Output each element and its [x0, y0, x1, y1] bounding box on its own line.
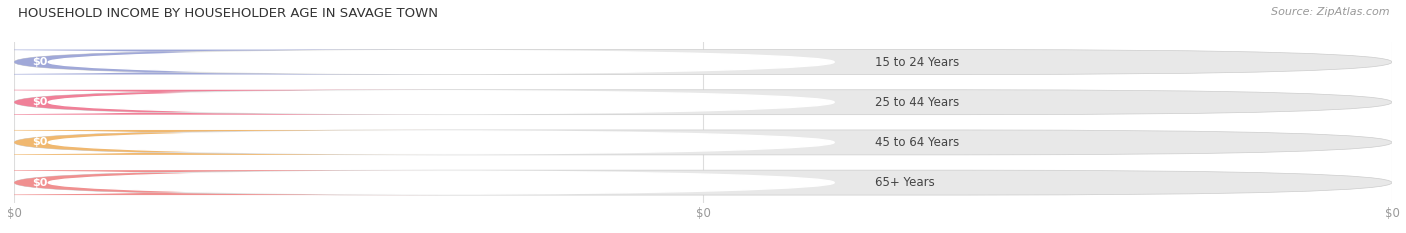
Text: $0: $0: [32, 57, 48, 67]
FancyBboxPatch shape: [14, 130, 1392, 155]
Text: Source: ZipAtlas.com: Source: ZipAtlas.com: [1271, 7, 1389, 17]
Text: 25 to 44 Years: 25 to 44 Years: [875, 96, 959, 109]
Circle shape: [48, 171, 834, 194]
Text: $0: $0: [32, 137, 48, 147]
FancyBboxPatch shape: [0, 90, 441, 115]
Text: $0: $0: [32, 97, 48, 107]
FancyBboxPatch shape: [14, 170, 1392, 195]
Circle shape: [48, 131, 834, 154]
Text: HOUSEHOLD INCOME BY HOUSEHOLDER AGE IN SAVAGE TOWN: HOUSEHOLD INCOME BY HOUSEHOLDER AGE IN S…: [18, 7, 439, 20]
Text: 15 to 24 Years: 15 to 24 Years: [875, 55, 959, 69]
FancyBboxPatch shape: [0, 50, 441, 75]
Text: 65+ Years: 65+ Years: [875, 176, 935, 189]
Text: $0: $0: [32, 178, 48, 188]
FancyBboxPatch shape: [0, 130, 441, 155]
Circle shape: [48, 91, 834, 114]
Circle shape: [48, 51, 834, 73]
FancyBboxPatch shape: [0, 170, 441, 195]
FancyBboxPatch shape: [14, 90, 1392, 115]
FancyBboxPatch shape: [14, 50, 1392, 75]
Text: 45 to 64 Years: 45 to 64 Years: [875, 136, 959, 149]
